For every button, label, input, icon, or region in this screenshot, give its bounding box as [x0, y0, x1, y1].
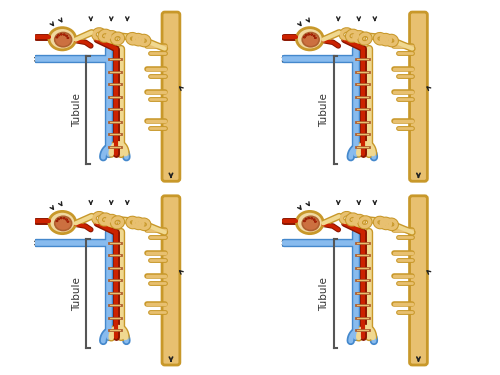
Ellipse shape: [302, 216, 319, 231]
Ellipse shape: [58, 218, 59, 220]
Ellipse shape: [302, 33, 319, 47]
Ellipse shape: [304, 36, 306, 38]
FancyBboxPatch shape: [410, 196, 428, 365]
Text: Tubule: Tubule: [320, 93, 330, 127]
Ellipse shape: [60, 34, 62, 35]
Ellipse shape: [310, 34, 312, 35]
Ellipse shape: [308, 217, 310, 219]
Ellipse shape: [60, 217, 62, 219]
Ellipse shape: [314, 37, 316, 39]
Ellipse shape: [308, 34, 310, 35]
Text: Tubule: Tubule: [72, 93, 82, 127]
FancyBboxPatch shape: [410, 12, 428, 181]
Ellipse shape: [314, 221, 316, 222]
FancyBboxPatch shape: [162, 12, 180, 181]
Ellipse shape: [296, 211, 323, 234]
Text: Tubule: Tubule: [72, 277, 82, 311]
Ellipse shape: [296, 28, 323, 50]
Ellipse shape: [54, 216, 72, 231]
Ellipse shape: [49, 211, 76, 234]
Ellipse shape: [49, 28, 76, 50]
Ellipse shape: [305, 218, 307, 220]
Ellipse shape: [313, 35, 315, 37]
Text: Tubule: Tubule: [320, 277, 330, 311]
Ellipse shape: [63, 34, 65, 35]
Ellipse shape: [67, 221, 69, 222]
Ellipse shape: [304, 220, 306, 222]
Ellipse shape: [313, 219, 315, 220]
Ellipse shape: [66, 219, 68, 220]
Ellipse shape: [66, 35, 68, 37]
Ellipse shape: [58, 34, 59, 36]
Ellipse shape: [310, 217, 312, 219]
Ellipse shape: [56, 220, 58, 222]
Ellipse shape: [67, 37, 69, 39]
FancyBboxPatch shape: [162, 196, 180, 365]
Ellipse shape: [63, 217, 65, 219]
Ellipse shape: [54, 33, 72, 47]
Ellipse shape: [56, 36, 58, 38]
Ellipse shape: [305, 34, 307, 36]
